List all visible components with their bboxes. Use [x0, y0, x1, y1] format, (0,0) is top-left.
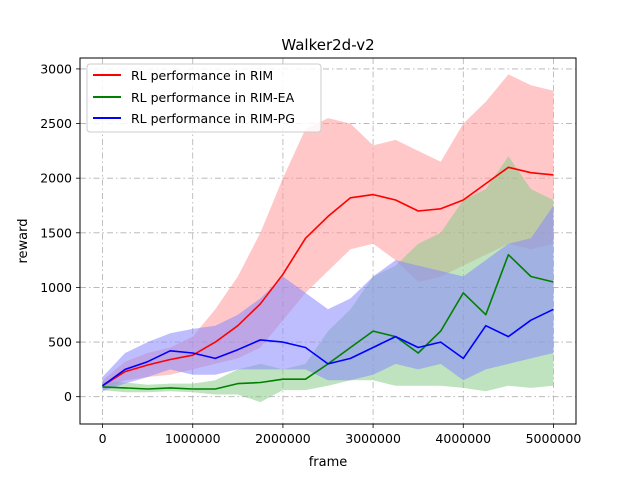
legend: RL performance in RIM RL performance in …	[86, 63, 322, 133]
legend-label-rim-ea: RL performance in RIM-EA	[131, 90, 295, 105]
band-rim-pg	[102, 205, 554, 392]
legend-label-rim-pg: RL performance in RIM-PG	[131, 111, 295, 126]
y-axis-label: reward	[16, 218, 31, 263]
line-rim-pg	[102, 308, 554, 387]
line-rim	[102, 166, 554, 387]
legend-box	[86, 63, 322, 133]
x-tick-label: 4000000	[435, 431, 491, 446]
y-tick-label: 500	[48, 335, 72, 350]
y-tick-label: 0	[64, 389, 72, 404]
y-tick-label: 2500	[40, 116, 72, 131]
y-tick-label: 2000	[40, 171, 72, 186]
x-axis-label: frame	[309, 455, 348, 470]
x-tick-label: 1000000	[165, 431, 221, 446]
band-rim	[102, 74, 554, 391]
y-tick-label: 3000	[40, 61, 72, 76]
confidence-bands	[102, 74, 554, 403]
legend-label-rim: RL performance in RIM	[131, 68, 273, 83]
y-axis-ticks: 0 500 1000 1500 2000 2500 3000	[40, 61, 80, 404]
x-axis-ticks: 0 1000000 2000000 3000000 4000000 5000000	[99, 424, 582, 446]
x-tick-label: 3000000	[345, 431, 401, 446]
y-tick-label: 1000	[40, 280, 72, 295]
y-tick-label: 1500	[40, 225, 72, 240]
x-tick-label: 0	[99, 431, 107, 446]
x-tick-label: 2000000	[255, 431, 311, 446]
x-tick-label: 5000000	[526, 431, 582, 446]
chart-title: Walker2d-v2	[281, 36, 374, 54]
plot-frame	[79, 57, 577, 425]
series-lines	[102, 166, 554, 390]
